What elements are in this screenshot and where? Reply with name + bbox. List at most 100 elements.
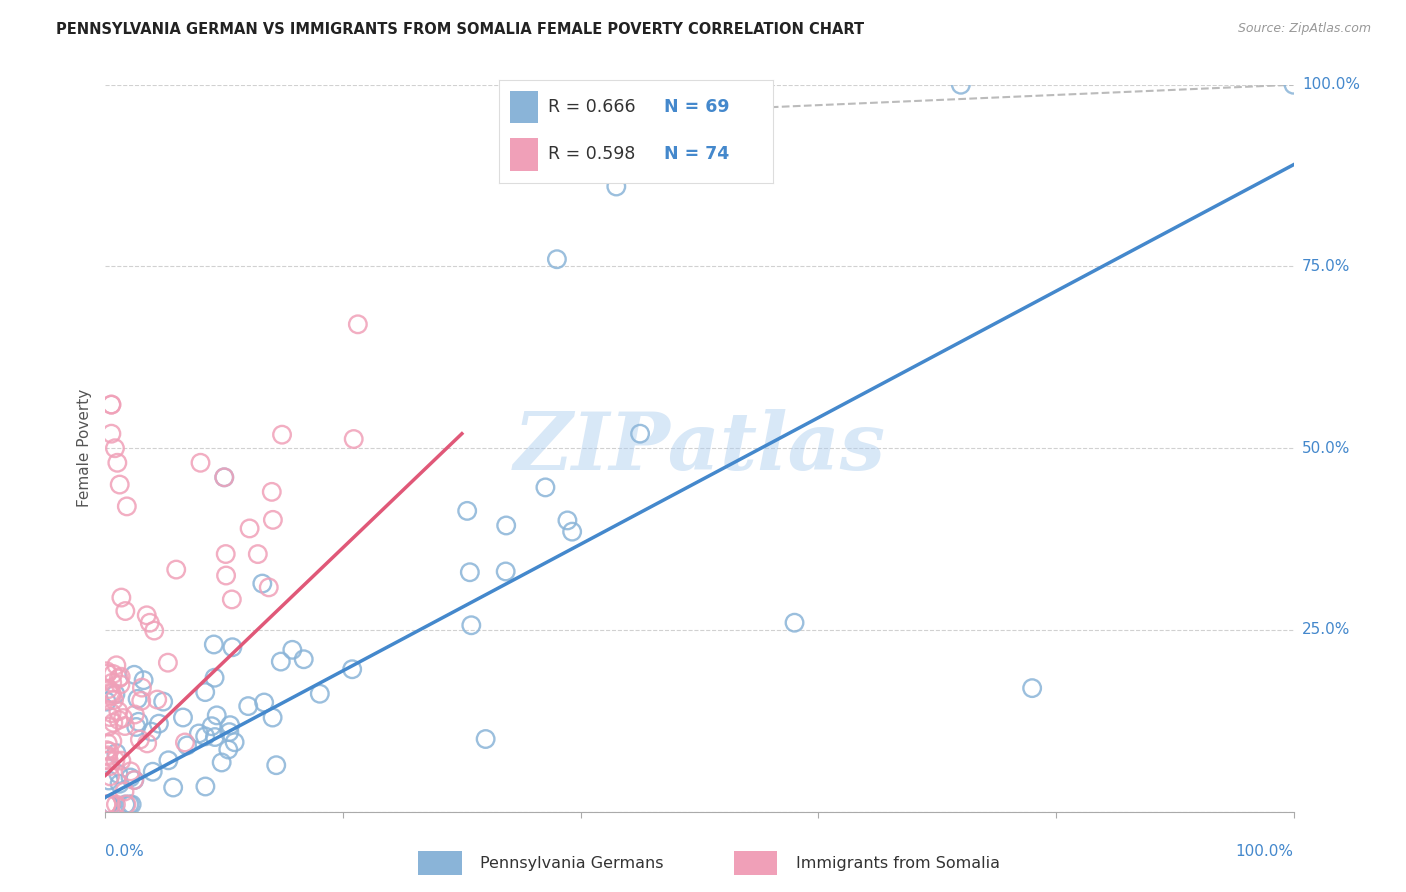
Point (142, 764, 165, 779)
Point (97, 681, 120, 696)
Point (96, 743, 118, 757)
Point (194, 730, 217, 744)
Text: 75.0%: 75.0% (1302, 259, 1350, 274)
Point (202, 638, 225, 652)
Point (97, 773, 120, 788)
Text: 50.0%: 50.0% (1302, 441, 1350, 456)
Point (129, 694, 152, 708)
Text: 0.0%: 0.0% (105, 845, 145, 859)
Point (105, 746, 128, 760)
Point (157, 753, 180, 767)
Y-axis label: Female Poverty: Female Poverty (77, 389, 93, 508)
Point (260, 484, 283, 499)
Point (143, 624, 166, 638)
Point (194, 685, 217, 699)
Point (96, 666, 118, 681)
Point (308, 687, 330, 701)
Point (534, 480, 557, 494)
Point (270, 655, 292, 669)
Point (257, 580, 280, 594)
Point (100, 426, 122, 441)
Point (115, 500, 138, 514)
Point (495, 565, 517, 579)
Point (292, 652, 315, 666)
Point (122, 773, 145, 788)
Point (101, 689, 124, 703)
Point (474, 731, 496, 746)
Point (783, 615, 806, 630)
Bar (510, 137, 537, 170)
Point (221, 592, 243, 607)
Point (100, 398, 122, 412)
Point (121, 797, 143, 812)
Point (271, 427, 294, 442)
Point (108, 777, 131, 791)
Point (495, 518, 517, 533)
Point (110, 677, 132, 691)
Point (456, 504, 478, 518)
Point (118, 797, 141, 812)
Point (97, 797, 120, 812)
Point (136, 736, 159, 750)
Point (107, 767, 129, 781)
Point (628, 426, 651, 441)
Point (131, 681, 153, 695)
Point (141, 724, 163, 739)
Point (194, 780, 217, 794)
Point (347, 318, 370, 332)
Point (239, 521, 262, 535)
Point (103, 693, 125, 707)
Point (107, 704, 129, 718)
Point (253, 696, 276, 710)
Point (97, 720, 120, 734)
Point (458, 566, 481, 580)
Point (104, 687, 127, 701)
Point (100, 398, 122, 412)
Point (176, 739, 198, 753)
Point (204, 671, 226, 685)
Point (120, 764, 142, 779)
Point (201, 719, 224, 733)
Point (104, 797, 127, 812)
Point (114, 719, 136, 733)
Point (98, 769, 121, 783)
Point (546, 252, 568, 267)
Point (97, 797, 120, 812)
Point (124, 772, 146, 787)
Point (262, 710, 284, 724)
Point (107, 713, 129, 727)
Point (98, 710, 121, 724)
Point (165, 563, 187, 577)
Point (246, 547, 269, 561)
Point (139, 615, 162, 630)
Point (97, 749, 120, 764)
Point (156, 656, 179, 670)
Text: R = 0.598: R = 0.598 (548, 145, 636, 163)
Point (100, 706, 122, 721)
Point (104, 753, 127, 767)
Point (128, 714, 150, 729)
Point (281, 642, 304, 657)
Point (120, 771, 142, 785)
Point (215, 568, 238, 582)
Text: PENNSYLVANIA GERMAN VS IMMIGRANTS FROM SOMALIA FEMALE POVERTY CORRELATION CHART: PENNSYLVANIA GERMAN VS IMMIGRANTS FROM S… (56, 22, 865, 37)
Point (460, 618, 482, 632)
Point (108, 477, 131, 491)
Point (1021, 681, 1043, 695)
Bar (419, 851, 461, 875)
Point (101, 675, 124, 690)
Point (100, 797, 122, 812)
Point (214, 470, 236, 484)
Point (264, 758, 287, 772)
Point (1282, 78, 1305, 92)
Text: Source: ZipAtlas.com: Source: ZipAtlas.com (1237, 22, 1371, 36)
Point (224, 735, 246, 749)
Point (96, 695, 118, 709)
Point (252, 576, 274, 591)
Point (97, 753, 120, 767)
Point (122, 667, 145, 681)
Point (238, 699, 260, 714)
Point (97, 736, 120, 750)
Point (105, 456, 128, 470)
Point (100, 797, 122, 812)
